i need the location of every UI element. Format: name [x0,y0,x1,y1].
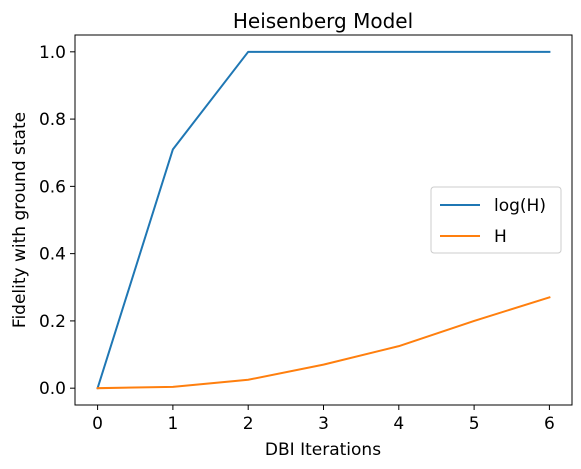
x-tick-label: 2 [243,414,254,434]
y-tick-label: 1.0 [39,43,66,63]
x-tick-label: 5 [469,414,480,434]
y-tick-label: 0.0 [39,379,66,399]
series-layer [96,50,551,390]
y-tick-label: 0.2 [39,312,66,332]
x-tick-label: 1 [167,414,178,434]
x-tick-label: 3 [318,414,329,434]
legend-label-h: H [494,227,507,247]
x-axis-label: DBI Iterations [265,440,381,460]
legend: log(H) H [430,186,562,254]
y-axis-label: Fidelity with ground state [10,112,30,328]
series-line-log-h [96,50,551,390]
x-tick-label: 6 [544,414,555,434]
legend-label-log-h: log(H) [494,196,546,216]
series-line-h [96,296,551,390]
x-tick-label: 0 [92,414,103,434]
chart-title: Heisenberg Model [233,9,413,33]
y-tick-label: 0.4 [39,245,66,265]
x-axis-ticks: 0 1 2 3 4 5 6 [92,405,555,434]
x-tick-label: 4 [393,414,404,434]
y-tick-label: 0.6 [39,177,66,197]
y-axis-ticks: 0.0 0.2 0.4 0.6 0.8 1.0 [39,43,75,399]
y-tick-label: 0.8 [39,110,66,130]
